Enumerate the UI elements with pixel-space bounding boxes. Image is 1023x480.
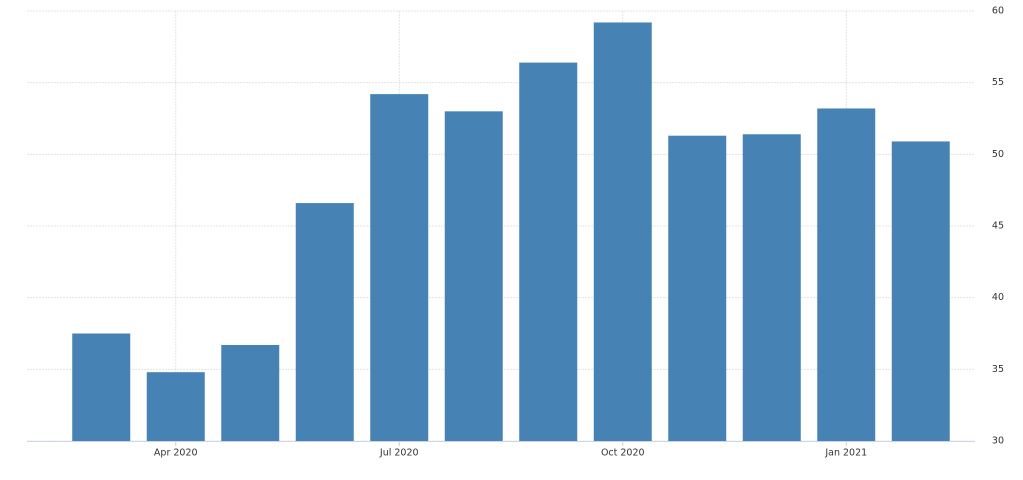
y-tick-label: 55 [992,77,1004,88]
bar [668,135,727,441]
x-tick-label: Jul 2020 [379,448,419,459]
bar [221,344,280,441]
x-tick-label: Apr 2020 [154,448,198,459]
bar [742,134,801,441]
x-tick-label: Jan 2021 [824,448,867,459]
y-tick-label: 40 [992,292,1004,303]
bar [444,111,503,441]
bar [817,108,876,441]
bar [519,62,578,441]
y-tick-label: 35 [992,364,1004,375]
y-tick-label: 60 [992,6,1004,17]
bar [146,372,205,441]
y-tick-label: 30 [992,436,1004,447]
bar [72,333,131,441]
y-tick-label: 50 [992,149,1004,160]
x-tick-label: Oct 2020 [601,448,645,459]
bar [370,94,429,441]
bar [593,22,652,441]
bar [295,203,354,441]
bar [891,141,950,441]
y-tick-label: 45 [992,221,1004,232]
